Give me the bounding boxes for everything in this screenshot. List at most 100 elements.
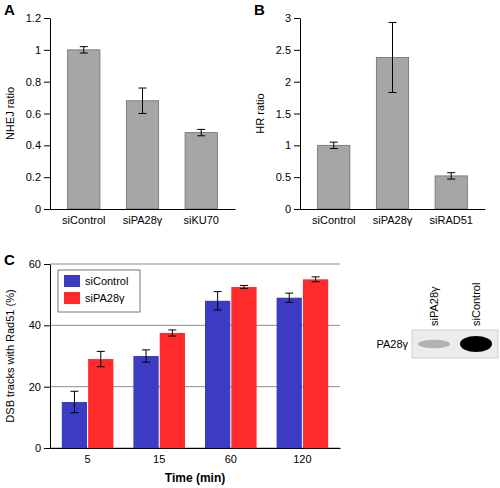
tick: 1.2 bbox=[26, 12, 50, 24]
tick: 1.5 bbox=[276, 108, 300, 120]
tick-label: siControl bbox=[312, 214, 355, 226]
legend-item: siPA28γ bbox=[64, 292, 125, 304]
tick: siControl bbox=[62, 214, 105, 226]
marks bbox=[68, 47, 218, 209]
tick-label: 2.5 bbox=[276, 44, 291, 56]
tick: 0.6 bbox=[26, 108, 50, 120]
axis-line bbox=[51, 448, 341, 449]
error-bar bbox=[97, 351, 105, 366]
plot-area: 020406051560120siControlsiPA28γ bbox=[29, 258, 341, 465]
tick: siControl bbox=[312, 214, 355, 226]
figure: 00.20.40.60.811.2siControlsiPA28γsiKU70A… bbox=[0, 0, 500, 488]
tick-mark bbox=[44, 387, 50, 388]
error-cap bbox=[447, 179, 455, 180]
tick: 0.2 bbox=[26, 171, 50, 183]
tick-label: 5 bbox=[85, 453, 91, 465]
tick-mark bbox=[294, 18, 300, 19]
tick: 15 bbox=[153, 453, 165, 465]
error-stem bbox=[74, 391, 75, 412]
tick: 40 bbox=[29, 319, 50, 331]
error-stem bbox=[315, 277, 316, 282]
panel-label: C bbox=[4, 251, 15, 268]
bar bbox=[205, 301, 230, 448]
blot-membrane bbox=[412, 330, 498, 358]
blot-band bbox=[418, 340, 450, 349]
error-cap bbox=[142, 349, 150, 350]
legend-frame bbox=[58, 270, 140, 312]
panel: 020406051560120siControlsiPA28γCDSB trac… bbox=[4, 251, 341, 485]
error-stem bbox=[333, 142, 334, 148]
error-cap bbox=[70, 391, 78, 392]
error-bar bbox=[142, 350, 150, 362]
error-bar bbox=[214, 292, 222, 310]
error-stem bbox=[289, 293, 290, 302]
error-stem bbox=[392, 22, 393, 92]
tick: 20 bbox=[29, 381, 50, 393]
error-cap bbox=[240, 288, 248, 289]
tick-label: 1.5 bbox=[276, 108, 291, 120]
error-stem bbox=[217, 292, 218, 310]
tick: 0.8 bbox=[26, 76, 50, 88]
error-bar bbox=[70, 391, 78, 412]
tick: siPA28γ bbox=[123, 214, 163, 226]
tick: 0 bbox=[35, 203, 50, 215]
tick-mark bbox=[44, 264, 50, 265]
y-axis: 00.20.40.60.811.2 bbox=[26, 12, 51, 215]
error-cap bbox=[285, 302, 293, 303]
error-cap bbox=[80, 46, 88, 47]
error-cap bbox=[330, 142, 338, 143]
error-bar bbox=[312, 277, 320, 282]
tick: siRAD51 bbox=[430, 214, 473, 226]
blot-band bbox=[460, 336, 492, 352]
y-axis-title: HR ratio bbox=[254, 93, 266, 133]
error-cap bbox=[285, 293, 293, 294]
y-axis: 0204060 bbox=[29, 258, 51, 454]
tick-mark bbox=[44, 177, 50, 178]
lane-label: siControl bbox=[470, 283, 482, 326]
tick-label: siRAD51 bbox=[430, 214, 473, 226]
tick-mark bbox=[44, 145, 50, 146]
panel-label: A bbox=[4, 1, 15, 18]
tick-mark bbox=[294, 82, 300, 83]
tick-label: 1 bbox=[35, 44, 41, 56]
tick-mark bbox=[294, 145, 300, 146]
error-cap bbox=[97, 351, 105, 352]
error-bar bbox=[447, 173, 455, 179]
legend-swatch bbox=[64, 275, 80, 287]
tick-label: 2 bbox=[285, 76, 291, 88]
error-stem bbox=[201, 129, 202, 135]
error-stem bbox=[83, 47, 84, 53]
tick-label: siKU70 bbox=[183, 214, 218, 226]
tick: siKU70 bbox=[183, 214, 218, 226]
tick-label: siPA28γ bbox=[123, 214, 163, 226]
grid-line bbox=[50, 264, 340, 265]
tick-mark bbox=[44, 114, 50, 115]
tick-label: 120 bbox=[293, 453, 311, 465]
lane-label: siPA28γ bbox=[428, 286, 440, 326]
error-cap bbox=[214, 291, 222, 292]
error-cap bbox=[389, 92, 397, 93]
error-stem bbox=[172, 330, 173, 336]
tick-label: 1.2 bbox=[26, 12, 41, 24]
bar bbox=[303, 279, 328, 448]
error-stem bbox=[142, 88, 143, 113]
tick-mark bbox=[44, 325, 50, 326]
tick-label: 3 bbox=[285, 12, 291, 24]
tick-label: siPA28γ bbox=[373, 214, 413, 226]
tick-label: 20 bbox=[29, 381, 41, 393]
tick: 1 bbox=[35, 44, 50, 56]
tick-mark bbox=[44, 82, 50, 83]
error-cap bbox=[97, 366, 105, 367]
plot-area: 00.511.522.53siControlsiPA28γsiRAD51 bbox=[276, 12, 486, 226]
tick-label: 0.2 bbox=[26, 171, 41, 183]
error-cap bbox=[214, 310, 222, 311]
marks bbox=[62, 277, 328, 448]
error-cap bbox=[70, 412, 78, 413]
error-bar bbox=[139, 88, 147, 113]
bar bbox=[185, 133, 217, 209]
x-axis: siControl siPA28γ siKU70 bbox=[51, 210, 236, 226]
error-bar bbox=[330, 142, 338, 148]
tick: 3 bbox=[285, 12, 300, 24]
error-bar bbox=[285, 293, 293, 302]
legend: siControlsiPA28γ bbox=[58, 270, 140, 312]
